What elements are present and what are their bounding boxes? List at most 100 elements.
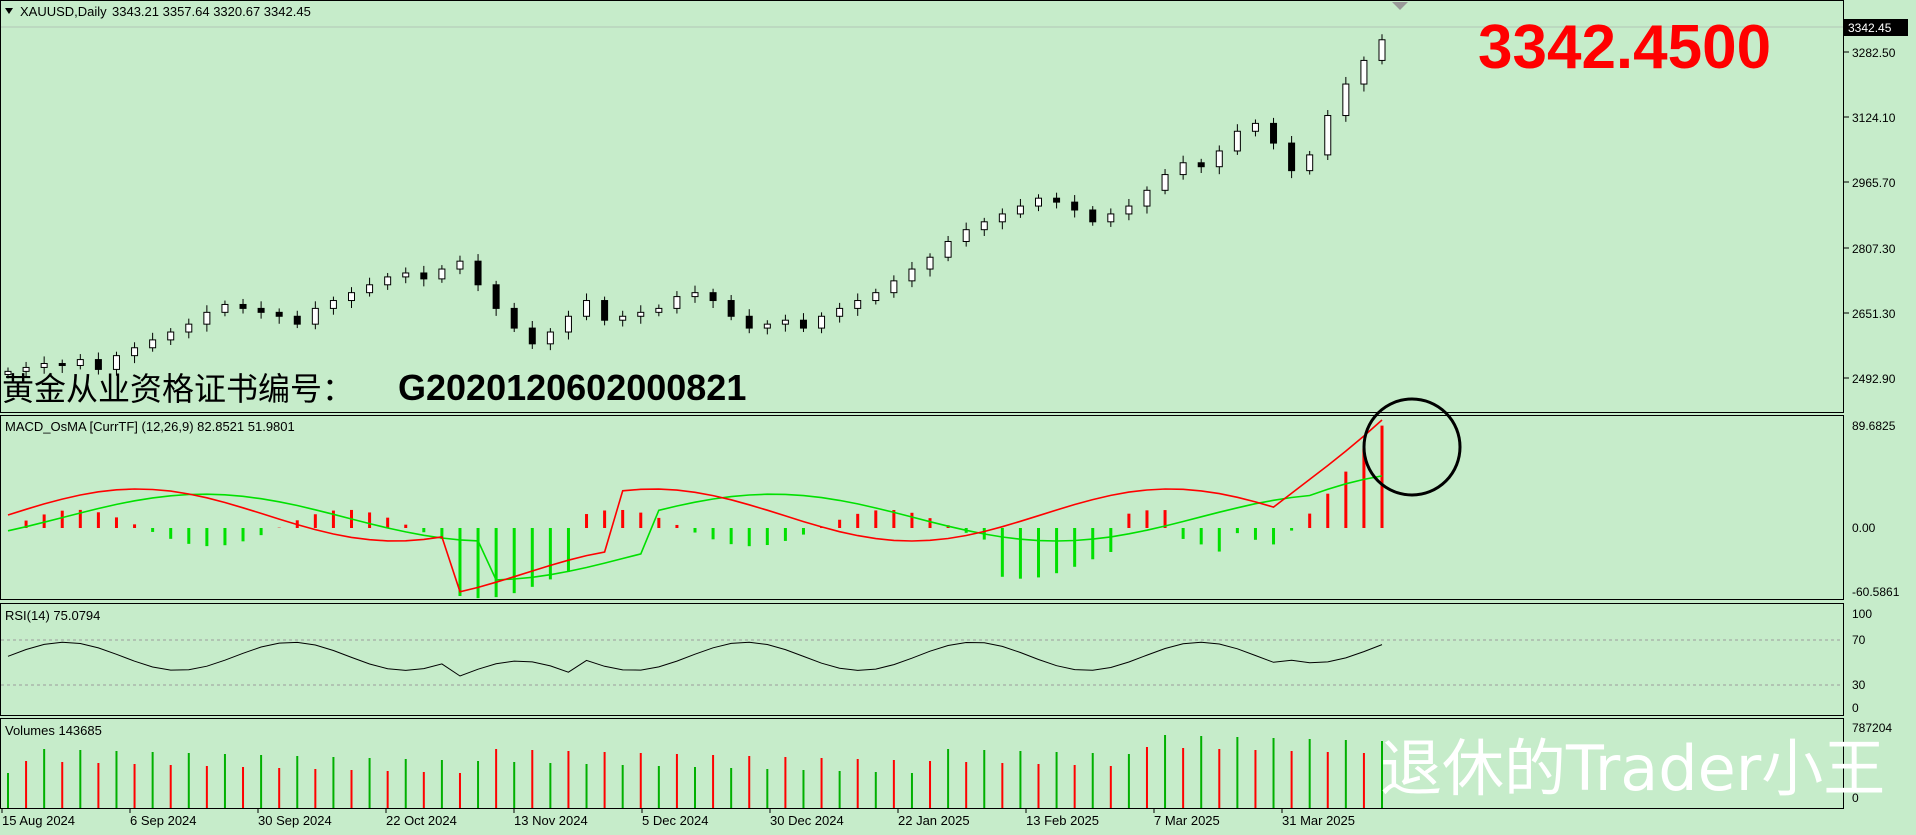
macd-histogram-bar <box>1163 510 1167 528</box>
candle-body <box>149 339 157 349</box>
shift-marker-icon[interactable] <box>1392 2 1408 10</box>
macd-histogram-bar <box>386 517 390 528</box>
macd-histogram-bar <box>838 519 842 528</box>
candle-body <box>22 366 30 372</box>
macd-histogram-bar <box>1362 448 1366 528</box>
candle-body <box>1016 205 1024 215</box>
macd-histogram-bar <box>1109 528 1113 552</box>
price-tick-label: 2965.70 <box>1852 176 1896 190</box>
candle-body <box>601 300 609 321</box>
macd-series <box>7 419 1384 599</box>
macd-histogram-bar <box>1127 513 1131 528</box>
rsi-tick-label: 0 <box>1852 701 1859 715</box>
macd-histogram-bar <box>1344 471 1348 528</box>
candle-body <box>1107 213 1115 223</box>
candle-body <box>944 240 952 258</box>
macd-histogram-bar <box>205 528 209 547</box>
macd-histogram-bar <box>693 528 697 533</box>
candle-body <box>311 307 319 325</box>
macd-histogram-bar <box>1308 513 1312 528</box>
candle-body <box>239 303 247 309</box>
candle-body <box>818 315 826 329</box>
candle-body <box>619 315 627 321</box>
macd-histogram-bar <box>114 517 118 528</box>
candle-body <box>112 355 120 370</box>
macd-histogram-bar <box>494 528 498 598</box>
macd-histogram-bar <box>24 520 28 528</box>
time-tick-label: 5 Dec 2024 <box>642 813 709 828</box>
candle-body <box>583 300 591 317</box>
macd-histogram-bar <box>476 528 480 599</box>
time-tick-label: 30 Sep 2024 <box>258 813 332 828</box>
candle-body <box>1125 205 1133 215</box>
macd-histogram-bar <box>1000 528 1004 577</box>
candle-body <box>510 307 518 329</box>
symbol-label: XAUUSD,Daily <box>20 4 107 19</box>
candle-body <box>564 315 572 333</box>
macd-histogram-bar <box>42 514 46 528</box>
macd-histogram-bar <box>1380 425 1384 528</box>
macd-histogram-bar <box>585 514 589 528</box>
candle-body <box>998 213 1006 223</box>
candle-body <box>402 272 410 278</box>
candle-body <box>781 319 789 325</box>
macd-histogram-bar <box>169 528 173 539</box>
candle-body <box>131 347 139 357</box>
macd-histogram-bar <box>1290 528 1294 531</box>
time-tick-label: 30 Dec 2024 <box>770 813 844 828</box>
candle-body <box>456 260 464 270</box>
candle-body <box>1197 162 1205 168</box>
candle-body <box>1161 174 1169 191</box>
candle-body <box>293 315 301 325</box>
candle-body <box>637 311 645 317</box>
rsi-pane-border <box>0 603 1844 716</box>
macd-histogram-bar <box>187 528 191 544</box>
macd-main-line <box>7 419 1383 593</box>
time-tick-label: 7 Mar 2025 <box>1154 813 1220 828</box>
macd-signal-line <box>7 475 1383 581</box>
price-tick-label: 3124.10 <box>1852 111 1896 125</box>
license-number: G2020120602000821 <box>398 367 746 408</box>
candle-body <box>1035 197 1042 207</box>
candle-body <box>221 303 229 313</box>
macd-histogram-bar <box>1037 528 1040 578</box>
volume-series <box>7 735 1383 808</box>
macd-histogram-bar <box>928 518 932 528</box>
candle-body <box>329 300 337 309</box>
volume-tick-label: 787204 <box>1852 721 1892 735</box>
candle-body <box>1179 162 1187 176</box>
dropdown-triangle-icon[interactable] <box>5 8 13 14</box>
candle-body <box>1360 59 1368 85</box>
macd-histogram-bar <box>1272 528 1276 545</box>
macd-histogram-bar <box>1253 528 1257 540</box>
macd-histogram-bar <box>1181 528 1185 539</box>
macd-histogram-bar <box>1199 528 1203 545</box>
candle-body <box>908 268 916 282</box>
candle-body <box>926 256 934 270</box>
candle-body <box>1251 122 1259 132</box>
candle-body <box>763 323 771 329</box>
time-tick-label: 22 Jan 2025 <box>898 813 970 828</box>
candle-body <box>492 284 500 309</box>
candle-body <box>546 331 554 345</box>
candle-body <box>528 327 536 345</box>
candle-body <box>1324 115 1332 156</box>
current-price-tag-bg <box>1844 19 1908 36</box>
rsi-line <box>7 641 1383 677</box>
volume-tick-label: 0 <box>1852 791 1859 805</box>
price-tick-label: 2651.30 <box>1852 307 1896 321</box>
macd-histogram-bar <box>1018 528 1022 579</box>
main-price-axis: 3282.50 3124.10 2965.70 2807.30 2651.30 2492.… <box>1 26 1900 805</box>
candle-body <box>203 311 211 325</box>
macd-histogram-bar <box>1326 493 1330 528</box>
candle-body <box>58 363 66 367</box>
candle-body <box>745 315 753 329</box>
macd-histogram-bar <box>78 509 82 528</box>
macd-histogram-bar <box>440 528 444 540</box>
macd-histogram-bar <box>548 528 552 580</box>
license-text: 黄金从业资格证书编号： <box>2 370 354 408</box>
candle-body <box>1143 189 1151 207</box>
time-tick-label: 22 Oct 2024 <box>386 813 457 828</box>
